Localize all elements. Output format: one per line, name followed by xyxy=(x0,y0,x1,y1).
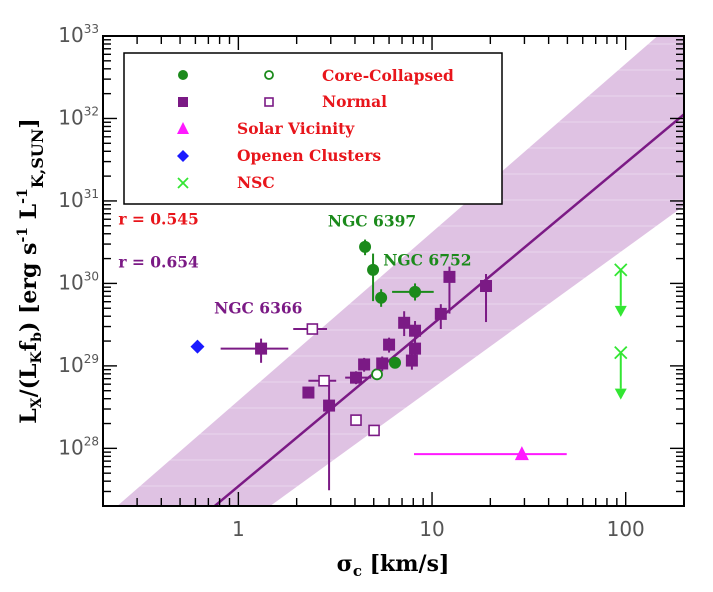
x-axis-title-sigma: σ xyxy=(337,551,353,577)
data-point-triangle-filled xyxy=(514,446,529,461)
y-tick-label: 1030 xyxy=(58,269,99,294)
data-point-square-filled xyxy=(398,316,411,329)
upper-limit-arrow-head xyxy=(614,388,627,400)
data-points xyxy=(190,240,628,461)
y-tick-label: 1032 xyxy=(58,104,99,129)
cross-stroke xyxy=(614,345,628,360)
legend-marker-circle-filled xyxy=(178,70,188,80)
legend: Core-Collapsed Normal Solar Vicinity Ope… xyxy=(123,52,503,205)
legend-label-open-clusters: Openen Clusters xyxy=(237,146,381,165)
legend-marker-circle-open xyxy=(264,70,274,80)
annotation-label: r = 0.654 xyxy=(118,253,199,272)
confidence-band xyxy=(117,36,684,506)
data-point-square-open xyxy=(306,323,319,335)
legend-marker-triangle-filled xyxy=(177,122,189,134)
data-point-circle-filled xyxy=(389,356,402,369)
y-axis-title: LX/(LKfb) [erg s-1 L-1K,SUN] xyxy=(15,118,47,424)
legend-marker-square-open xyxy=(264,97,274,107)
annotation-label: NGC 6752 xyxy=(383,250,471,269)
legend-marker-diamond-filled xyxy=(177,150,189,162)
annotations: r = 0.545 r = 0.654 NGC 6397 NGC 6752 NGC 63… xyxy=(118,209,471,317)
data-point-square-filled xyxy=(480,280,493,293)
data-point-cross xyxy=(614,345,628,360)
data-point-diamond-filled xyxy=(190,339,205,354)
axis-ticks xyxy=(102,35,685,507)
legend-label-normal: Normal xyxy=(322,92,387,111)
data-point-square-filled xyxy=(255,342,268,355)
data-point-circle-filled xyxy=(375,291,388,304)
legend-marker-square-filled xyxy=(178,97,188,107)
y-tick-label: 1031 xyxy=(58,187,99,212)
cross-stroke xyxy=(177,177,189,189)
legend-markers xyxy=(177,70,274,189)
data-point-square-open xyxy=(350,414,362,426)
x-axis-title: σc [km/s] xyxy=(337,551,450,580)
data-point-square-filled xyxy=(350,371,363,384)
data-point-square-filled xyxy=(323,399,336,412)
x-axis-title-unit: [km/s] xyxy=(362,551,449,577)
data-point-square-filled xyxy=(443,270,456,283)
legend-label-solar-vicinity: Solar Vicinity xyxy=(237,119,355,138)
x-tick-label: 100 xyxy=(607,517,645,541)
data-point-cross xyxy=(614,263,628,277)
data-point-circle-filled xyxy=(359,240,372,253)
y-tick-label: 1033 xyxy=(58,22,99,47)
legend-marker-cross xyxy=(177,177,189,189)
data-point-square-filled xyxy=(409,324,422,337)
annotation-label: NGC 6397 xyxy=(328,211,416,230)
data-point-square-open xyxy=(368,424,380,437)
data-point-square-open xyxy=(318,374,330,387)
data-point-square-filled xyxy=(409,342,422,355)
upper-limit-arrow-head xyxy=(614,305,627,317)
y-tick-label: 1029 xyxy=(58,352,99,377)
annotation-label: NGC 6366 xyxy=(214,299,302,318)
annotation-label: r = 0.545 xyxy=(118,209,198,228)
data-point-square-filled xyxy=(302,386,315,399)
y-tick-label: 1028 xyxy=(58,434,99,459)
data-point-square-filled xyxy=(358,358,371,371)
x-axis-title-sub: c xyxy=(353,562,362,580)
tick-labels: 1 10 100 1028 1029 1030 1031 1032 1033 xyxy=(58,22,645,541)
cross-stroke xyxy=(614,263,628,277)
svg-text:LX/(LKfb) [erg s-1 L-1K,SUN]: LX/(LKfb) [erg s-1 L-1K,SUN] xyxy=(15,118,47,424)
legend-label-nsc: NSC xyxy=(237,173,275,192)
data-point-square-filled xyxy=(405,354,418,367)
legend-label-core-collapsed: Core-Collapsed xyxy=(322,66,454,85)
data-point-square-filled xyxy=(383,338,396,351)
x-tick-label: 10 xyxy=(419,517,444,541)
x-tick-label: 1 xyxy=(232,517,245,541)
data-point-square-filled xyxy=(434,307,447,320)
data-point-circle-filled xyxy=(409,285,422,298)
plot-frame xyxy=(102,35,685,507)
data-point-square-filled xyxy=(376,357,389,370)
fit-line-layer xyxy=(212,113,684,506)
svg-text:σc [km/s]: σc [km/s] xyxy=(337,551,450,580)
data-point-circle-filled xyxy=(367,263,380,276)
data-point-circle-open xyxy=(371,368,383,381)
fit-line xyxy=(212,113,684,506)
